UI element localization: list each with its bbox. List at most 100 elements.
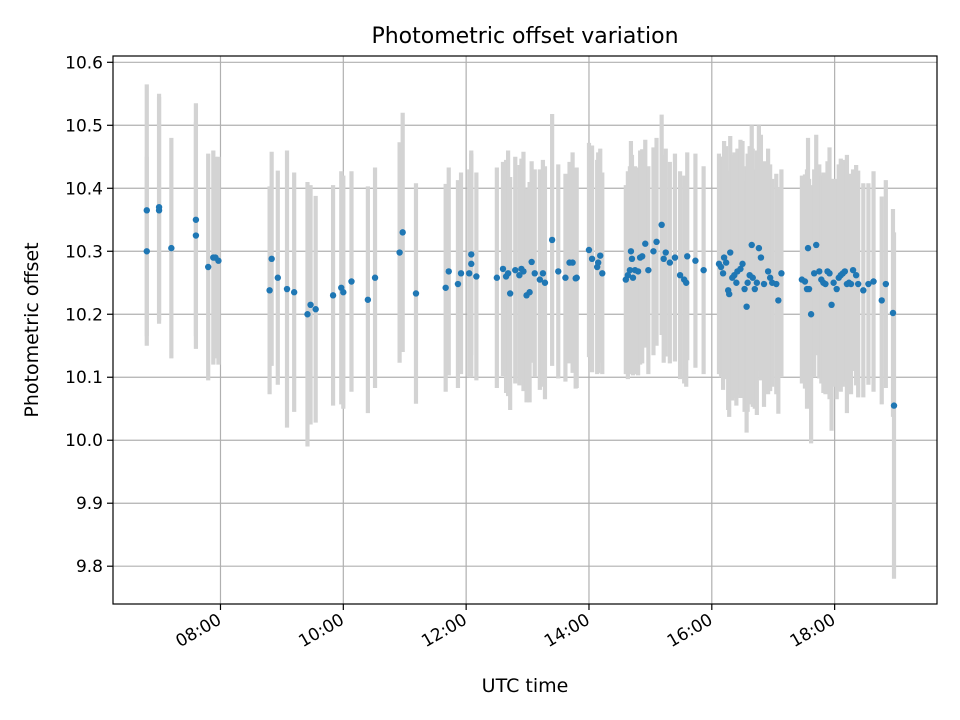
data-point (536, 276, 544, 283)
data-point (749, 274, 756, 281)
data-point (562, 274, 569, 281)
data-point (504, 270, 512, 277)
y-tick-label: 10.0 (65, 431, 103, 451)
data-point (624, 272, 632, 279)
data-point (454, 280, 462, 288)
data-point (599, 270, 606, 277)
data-point (822, 280, 829, 288)
data-point (457, 270, 465, 277)
data-point (764, 268, 772, 275)
data-point (870, 278, 877, 285)
data-point (585, 246, 593, 254)
data-point (442, 284, 449, 291)
data-point (658, 221, 665, 229)
data-point (307, 301, 314, 309)
data-point (329, 292, 337, 299)
data-point (810, 270, 818, 277)
data-point (722, 259, 730, 266)
data-point (804, 244, 812, 252)
y-tick-label: 9.9 (76, 494, 103, 514)
data-point (671, 254, 679, 261)
data-point (666, 259, 674, 266)
data-point (684, 253, 691, 260)
chart-title: Photometric offset variation (371, 24, 678, 49)
data-point (719, 270, 727, 277)
data-point (847, 280, 855, 288)
data-point (473, 273, 480, 280)
data-point (882, 280, 890, 288)
y-axis-ticks: 9.8 9.9 10.0 10.1 10.2 10.3 10.4 10.5 10.6 (65, 53, 113, 577)
data-point (506, 290, 514, 297)
plot-area-frame (112, 55, 938, 605)
data-point (727, 249, 734, 256)
data-point (274, 274, 281, 281)
data-point (865, 280, 872, 288)
data-point (692, 257, 699, 264)
data-point (594, 259, 602, 266)
data-point (266, 287, 273, 294)
data-point (364, 296, 372, 303)
x-axis-label: UTC time (482, 675, 569, 697)
data-point (512, 266, 519, 274)
data-point (852, 272, 860, 279)
data-point (215, 257, 222, 264)
data-point (653, 238, 660, 246)
data-point (493, 274, 501, 281)
data-point (753, 279, 761, 286)
data-point (744, 279, 751, 286)
data-point (528, 258, 535, 266)
y-tick-label: 10.2 (65, 305, 103, 325)
data-point (826, 270, 833, 277)
data-point (531, 270, 538, 277)
data-point (733, 279, 740, 286)
data-point (573, 274, 580, 281)
data-point (805, 285, 813, 293)
data-point (468, 251, 475, 258)
data-point (662, 249, 669, 256)
y-axis-label: Photometric offset (21, 242, 43, 417)
data-point (849, 266, 857, 274)
data-points (143, 203, 898, 409)
data-point (816, 268, 823, 275)
data-point (645, 266, 652, 274)
data-point (192, 232, 200, 239)
data-point (841, 268, 849, 275)
data-point (760, 280, 768, 288)
data-point (830, 279, 837, 286)
data-point (833, 285, 840, 293)
data-point (155, 207, 163, 214)
data-point (348, 278, 355, 285)
data-point (676, 272, 684, 279)
data-point (290, 289, 298, 296)
data-point (813, 241, 820, 249)
data-point (890, 402, 898, 409)
data-point (755, 244, 763, 252)
y-tick-label: 10.1 (65, 368, 103, 388)
data-point (751, 285, 758, 293)
data-point (700, 266, 707, 274)
data-point (204, 263, 212, 271)
y-tick-label: 9.8 (76, 557, 103, 577)
data-point (340, 289, 347, 296)
data-point (516, 272, 523, 279)
data-point (143, 207, 150, 214)
y-tick-label: 10.4 (65, 179, 103, 199)
data-point (717, 263, 725, 271)
data-point (283, 285, 291, 293)
data-point (860, 287, 867, 294)
data-point (627, 248, 635, 255)
data-point (743, 303, 750, 310)
y-tick-label: 10.3 (65, 242, 103, 262)
data-point (569, 259, 576, 266)
data-point (499, 265, 507, 273)
data-point (660, 255, 667, 263)
data-point (778, 270, 785, 277)
data-point (192, 216, 200, 223)
data-point (371, 274, 379, 281)
data-point (720, 254, 728, 261)
data-point (878, 297, 885, 304)
data-point (541, 279, 549, 286)
data-point (520, 268, 527, 275)
